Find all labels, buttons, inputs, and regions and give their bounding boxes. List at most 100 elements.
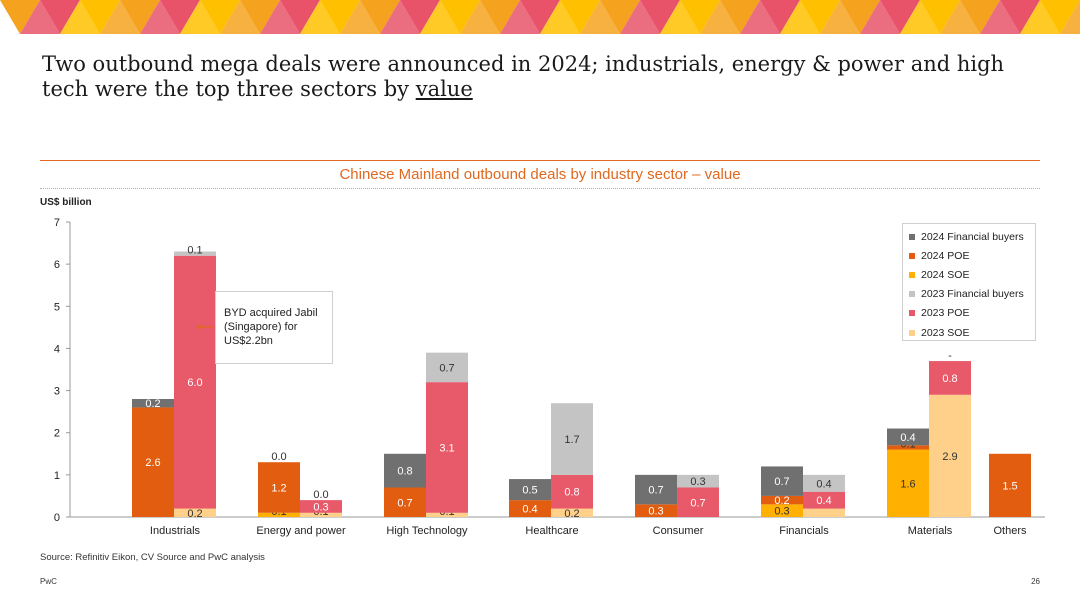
bar-segment — [426, 352, 468, 383]
decorative-triangle-banner — [0, 0, 1080, 34]
x-tick-label: Others — [993, 525, 1027, 537]
banner-triangle — [1000, 0, 1040, 34]
banner-triangle — [1020, 0, 1060, 34]
y-tick-label: 2 — [54, 428, 60, 440]
y-tick-label: 5 — [54, 301, 60, 313]
annotation-arrowhead — [196, 324, 202, 330]
data-label: 3.1 — [439, 442, 454, 454]
banner-triangle — [880, 0, 920, 34]
banner-triangle — [760, 0, 800, 34]
data-label: 0.3 — [313, 501, 328, 513]
data-label: 0.7 — [774, 476, 789, 488]
banner-triangle — [380, 0, 420, 34]
bar-segment — [761, 504, 803, 517]
banner-triangle — [660, 0, 700, 34]
data-label: 0.0 — [313, 489, 328, 501]
banner-triangle — [460, 0, 500, 34]
page-title: Two outbound mega deals were announced i… — [42, 52, 1005, 101]
banner-triangle — [800, 0, 840, 34]
data-label: 2.9 — [942, 451, 957, 463]
legend-item: 2024 Financial buyers — [909, 227, 1035, 246]
data-label: 0.3 — [690, 476, 705, 488]
bar-segment — [929, 394, 971, 517]
banner-triangle — [200, 0, 240, 34]
data-label: 0.4 — [816, 495, 831, 507]
banner-triangle — [840, 0, 880, 34]
banner-triangle — [480, 0, 520, 34]
banner-triangle — [560, 0, 600, 34]
banner-triangle — [120, 0, 160, 34]
data-label: 0.0 — [271, 451, 286, 463]
data-label: 1.6 — [900, 478, 915, 490]
bar-segment — [509, 479, 551, 501]
bar-segment — [635, 504, 677, 517]
bar-segment — [989, 453, 1031, 517]
bar-segment — [635, 474, 677, 505]
y-tick-label: 6 — [54, 259, 60, 271]
bar-segment — [551, 474, 593, 509]
banner-triangle — [180, 0, 220, 34]
banner-triangle — [680, 0, 720, 34]
data-label: 0.2 — [145, 398, 160, 410]
banner-triangle — [340, 0, 380, 34]
banner-triangle — [280, 0, 320, 34]
banner-triangle — [160, 0, 200, 34]
bar-segment — [803, 491, 845, 509]
data-label: 0.8 — [397, 466, 412, 478]
annotation-line: US$2.2bn — [224, 335, 273, 347]
banner-triangle — [500, 0, 540, 34]
banner-triangle — [960, 0, 1000, 34]
bar-segment — [174, 508, 216, 517]
x-tick-label: High Technology — [386, 525, 468, 537]
legend-item: 2023 Financial buyers — [909, 285, 1035, 304]
bar-segment — [887, 445, 929, 450]
bar-segment — [426, 382, 468, 513]
legend-item: 2023 POE — [909, 304, 1035, 323]
banner-triangle — [440, 0, 480, 34]
data-label: 2.6 — [145, 457, 160, 469]
bar-segment — [258, 462, 300, 513]
bar-segment — [300, 512, 342, 517]
data-label: 0.8 — [564, 487, 579, 499]
banner-triangle — [820, 0, 860, 34]
brand-label: PwC — [40, 577, 57, 586]
banner-triangle — [1040, 0, 1080, 34]
chart-legend: 2024 Financial buyers 2024 POE 2024 SOE … — [902, 223, 1036, 341]
banner-triangle — [620, 0, 660, 34]
x-tick-label: Materials — [908, 525, 953, 537]
x-tick-label: Energy and power — [256, 525, 346, 537]
data-label: 1.5 — [1002, 480, 1017, 492]
data-label: 0.7 — [439, 362, 454, 374]
banner-triangle — [260, 0, 300, 34]
y-tick-label: 4 — [54, 343, 60, 355]
y-tick-label: 3 — [54, 386, 60, 398]
banner-triangle — [360, 0, 400, 34]
annotation-line: BYD acquired Jabil — [224, 307, 318, 319]
banner-triangle — [420, 0, 460, 34]
bar-segment — [887, 428, 929, 446]
banner-triangle — [40, 0, 80, 34]
underlined-word: value — [415, 77, 473, 101]
bar-segment — [300, 500, 342, 513]
bar-segment — [174, 255, 216, 509]
legend-swatch — [909, 233, 915, 240]
bar-segment — [551, 508, 593, 517]
title-dotted-rule — [40, 188, 1040, 189]
banner-triangle — [220, 0, 260, 34]
banner-triangle — [640, 0, 680, 34]
data-label: 0.7 — [397, 497, 412, 509]
data-label: 0.1 — [187, 245, 202, 257]
banner-triangle — [920, 0, 960, 34]
data-label: 0.4 — [900, 432, 915, 444]
bar-segment — [174, 251, 216, 256]
banner-triangle — [240, 0, 280, 34]
data-label: 0.8 — [942, 373, 957, 385]
banner-triangle — [60, 0, 100, 34]
banner-triangle — [740, 0, 780, 34]
y-tick-label: 1 — [54, 470, 60, 482]
banner-triangle — [80, 0, 120, 34]
data-label: 0.2 — [774, 495, 789, 507]
bar-segment — [677, 474, 719, 488]
banner-triangle — [700, 0, 740, 34]
banner-triangle — [400, 0, 440, 34]
